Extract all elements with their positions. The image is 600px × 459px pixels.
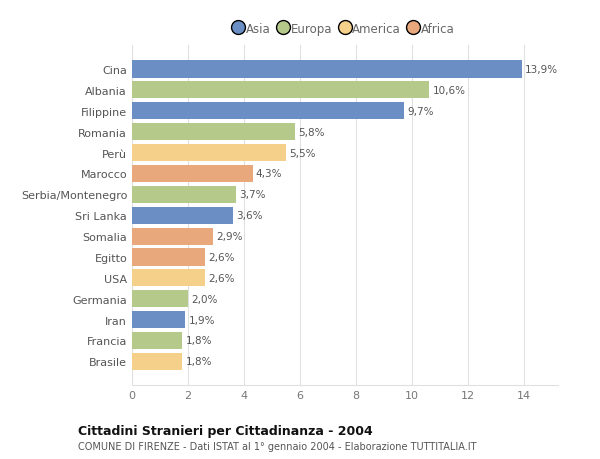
Text: 1,8%: 1,8% xyxy=(186,336,212,346)
Text: 1,8%: 1,8% xyxy=(186,357,212,367)
Bar xyxy=(132,145,286,162)
Bar xyxy=(132,353,182,370)
Legend: Asia, Europa, America, Africa: Asia, Europa, America, Africa xyxy=(230,18,460,40)
Bar xyxy=(132,311,185,329)
Text: 3,6%: 3,6% xyxy=(236,211,263,221)
Text: Cittadini Stranieri per Cittadinanza - 2004: Cittadini Stranieri per Cittadinanza - 2… xyxy=(78,425,373,437)
Text: 10,6%: 10,6% xyxy=(433,86,466,96)
Bar xyxy=(132,62,521,78)
Text: 2,6%: 2,6% xyxy=(208,252,235,263)
Text: 13,9%: 13,9% xyxy=(525,65,558,75)
Text: 2,6%: 2,6% xyxy=(208,273,235,283)
Bar xyxy=(132,228,213,245)
Bar xyxy=(132,291,188,308)
Bar xyxy=(132,103,404,120)
Text: 2,0%: 2,0% xyxy=(191,294,218,304)
Text: 5,5%: 5,5% xyxy=(290,148,316,158)
Bar xyxy=(132,166,253,183)
Bar xyxy=(132,82,429,99)
Text: 9,7%: 9,7% xyxy=(407,106,434,117)
Text: COMUNE DI FIRENZE - Dati ISTAT al 1° gennaio 2004 - Elaborazione TUTTITALIA.IT: COMUNE DI FIRENZE - Dati ISTAT al 1° gen… xyxy=(78,441,476,451)
Bar xyxy=(132,186,236,203)
Bar xyxy=(132,207,233,224)
Text: 1,9%: 1,9% xyxy=(188,315,215,325)
Bar xyxy=(132,332,182,349)
Text: 4,3%: 4,3% xyxy=(256,169,283,179)
Text: 2,9%: 2,9% xyxy=(217,232,243,241)
Text: 5,8%: 5,8% xyxy=(298,128,325,137)
Bar xyxy=(132,124,295,141)
Text: 3,7%: 3,7% xyxy=(239,190,266,200)
Bar xyxy=(132,249,205,266)
Bar xyxy=(132,270,205,287)
